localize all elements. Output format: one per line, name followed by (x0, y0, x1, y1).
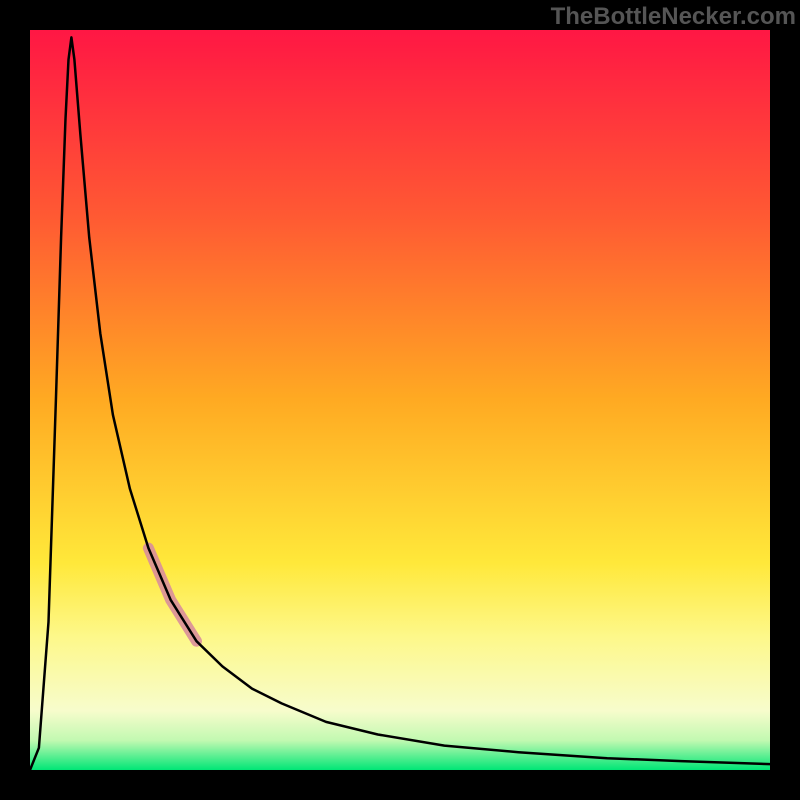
curve-layer (0, 0, 800, 800)
main-curve (30, 37, 770, 770)
watermark-label: TheBottleNecker.com (551, 3, 796, 31)
chart-root: TheBottleNecker.com (0, 0, 800, 800)
